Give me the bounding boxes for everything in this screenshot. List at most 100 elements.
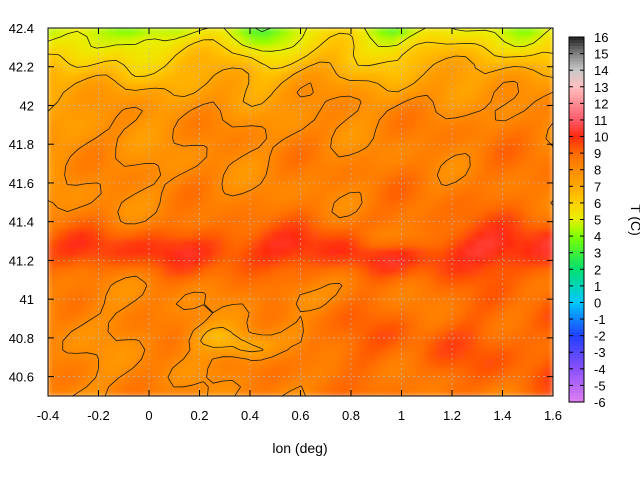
- heatmap-cell: [222, 156, 234, 167]
- colorbar-segment: [569, 52, 584, 56]
- heatmap-cell: [513, 147, 525, 158]
- heatmap-cell: [513, 303, 525, 314]
- heatmap-cell: [261, 248, 272, 259]
- heatmap-cell: [251, 174, 263, 185]
- heatmap-cell: [494, 312, 506, 323]
- heatmap-cell: [241, 156, 253, 167]
- heatmap-cell: [163, 266, 175, 277]
- heatmap-cell: [435, 266, 447, 277]
- heatmap-cell: [144, 321, 156, 333]
- heatmap-cell: [202, 303, 214, 314]
- heatmap-cell: [455, 220, 467, 231]
- heatmap-cell: [397, 220, 408, 231]
- heatmap-cell: [358, 275, 370, 287]
- heatmap-cell: [435, 239, 447, 250]
- heatmap-cell: [231, 45, 243, 57]
- heatmap-cell: [532, 229, 544, 241]
- heatmap-cell: [445, 73, 457, 84]
- heatmap-cell: [280, 211, 292, 222]
- heatmap-cell: [397, 266, 408, 277]
- heatmap-cell: [280, 193, 292, 204]
- heatmap-cell: [261, 294, 272, 305]
- heatmap-cell: [484, 28, 496, 38]
- heatmap-cell: [212, 220, 224, 231]
- heatmap-cell: [202, 257, 214, 268]
- heatmap-cell: [377, 211, 389, 222]
- heatmap-cell: [445, 303, 457, 314]
- heatmap-cell: [299, 36, 311, 47]
- heatmap-cell: [134, 101, 146, 112]
- heatmap-cell: [474, 147, 486, 158]
- heatmap-cell: [280, 303, 292, 314]
- heatmap-cell: [183, 137, 195, 149]
- heatmap-cell: [416, 165, 428, 176]
- heatmap-cell: [348, 377, 360, 388]
- heatmap-cell: [154, 137, 166, 149]
- heatmap-cell: [290, 128, 302, 139]
- heatmap-cell: [86, 340, 98, 351]
- heatmap-cell: [212, 340, 224, 351]
- heatmap-cell: [66, 193, 78, 204]
- colorbar-segment: [569, 161, 584, 166]
- contour-lines: [48, 28, 553, 396]
- contour-line: [48, 80, 553, 396]
- heatmap-cell: [144, 128, 156, 139]
- heatmap-cell: [251, 101, 263, 112]
- heatmap-cell: [95, 367, 107, 379]
- heatmap-cell: [76, 64, 88, 75]
- heatmap-cell: [494, 340, 506, 351]
- colorbar-segment: [569, 231, 584, 236]
- heatmap-cell: [231, 303, 243, 314]
- heatmap-cell: [48, 275, 59, 287]
- heatmap-cell: [435, 229, 447, 241]
- heatmap-cell: [290, 229, 302, 241]
- heatmap-cell: [348, 220, 360, 231]
- heatmap-cell: [212, 55, 224, 66]
- heatmap-cell: [222, 294, 234, 305]
- heatmap-cell: [280, 367, 292, 379]
- heatmap-cell: [144, 183, 156, 195]
- heatmap-cell: [222, 64, 234, 75]
- heatmap-cell: [503, 312, 515, 323]
- heatmap-cell: [367, 229, 379, 241]
- heatmap-cell: [231, 193, 243, 204]
- heatmap-cell: [329, 266, 340, 277]
- heatmap-cell: [299, 303, 311, 314]
- heatmap-cell: [309, 229, 321, 241]
- heatmap-cell: [163, 156, 175, 167]
- heatmap-cell: [329, 367, 340, 379]
- heatmap-cell: [261, 193, 272, 204]
- heatmap-cell: [484, 303, 496, 314]
- heatmap-cell: [435, 321, 447, 333]
- heatmap-cell: [484, 229, 496, 241]
- heatmap-cell: [134, 220, 146, 231]
- heatmap-cell: [173, 147, 185, 158]
- heatmap-cell: [377, 193, 389, 204]
- heatmap-cell: [66, 229, 78, 241]
- heatmap-cell: [435, 294, 447, 305]
- heatmap-cell: [494, 91, 506, 103]
- heatmap-cell: [251, 82, 263, 93]
- heatmap-cell: [154, 220, 166, 231]
- heatmap-cell: [76, 101, 88, 112]
- colorbar-segment: [569, 362, 584, 367]
- heatmap-cell: [455, 321, 467, 333]
- colorbar-segment: [569, 356, 584, 361]
- heatmap-cell: [319, 285, 331, 296]
- heatmap-cell: [435, 82, 447, 93]
- heatmap-cell: [523, 266, 535, 277]
- heatmap-cell: [154, 285, 166, 296]
- heatmap-cell: [193, 137, 204, 149]
- heatmap-cell: [465, 312, 476, 323]
- heatmap-cell: [494, 156, 506, 167]
- heatmap-cell: [212, 367, 224, 379]
- heatmap-cell: [455, 294, 467, 305]
- heatmap-cell: [329, 101, 340, 112]
- heatmap-cell: [416, 91, 428, 103]
- colorbar-segment: [569, 316, 584, 321]
- heatmap-cell: [406, 349, 418, 360]
- heatmap-cell: [397, 275, 408, 287]
- heatmap-cell: [455, 377, 467, 388]
- heatmap-cell: [251, 266, 263, 277]
